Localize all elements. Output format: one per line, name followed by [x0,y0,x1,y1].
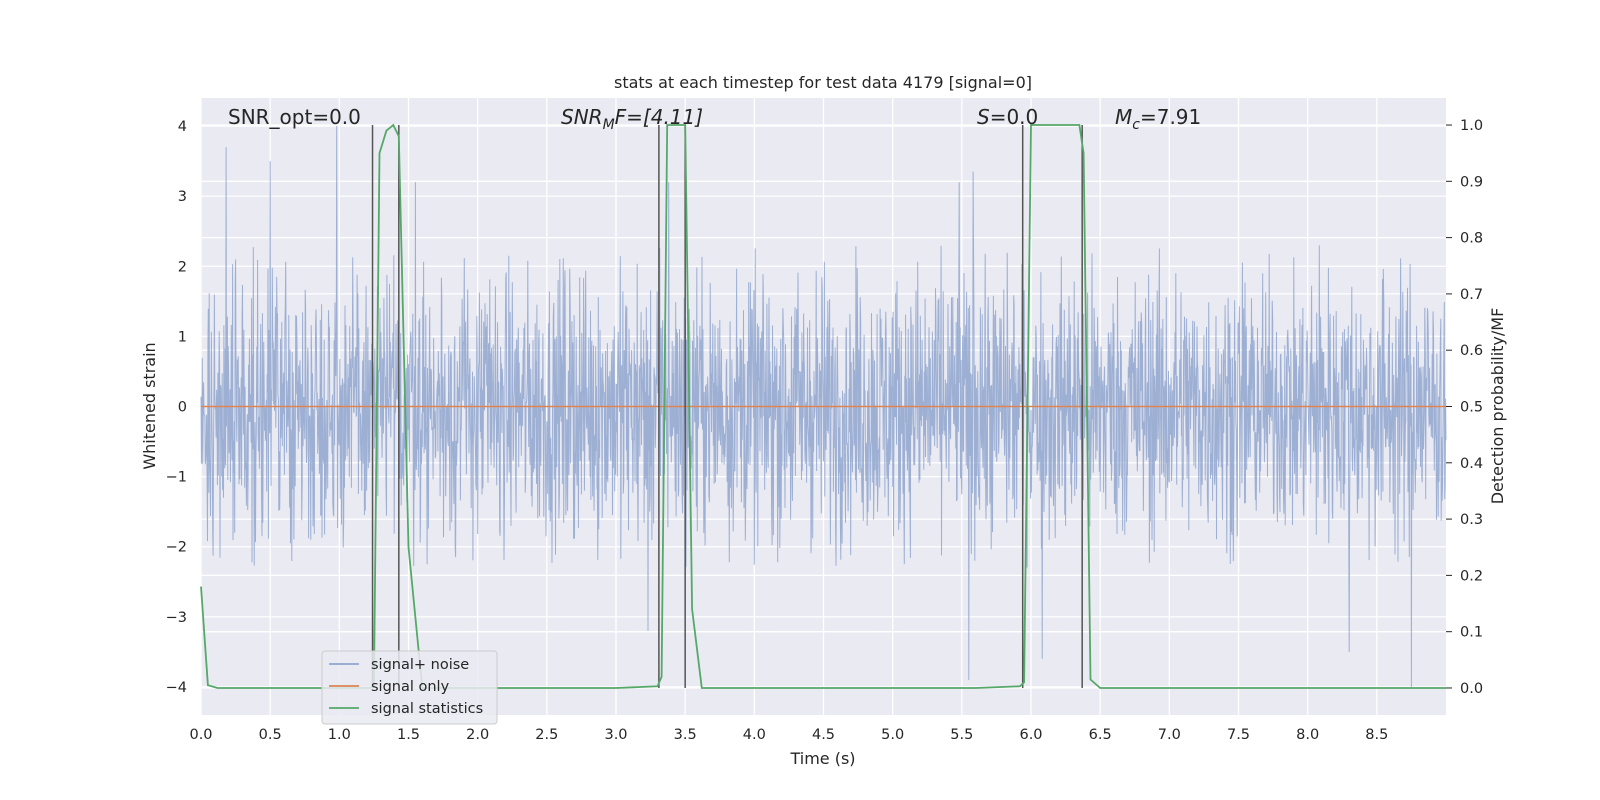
y2-tick-label: 0.5 [1460,400,1483,416]
annotation-snr-mf-tail: F=[4.11] [615,105,703,129]
x-tick-labels: 0.0 0.5 1.0 1.5 2.0 2.5 3.0 3.5 4.0 4.5 5.0 5.5 6.0 6… [189,727,1388,743]
y-tick-label: 3 [178,189,187,205]
x-tick-label: 8.5 [1365,727,1388,743]
x-tick-label: 2.0 [466,727,489,743]
x-axis-label: Time (s) [789,749,855,768]
y-tick-label: −3 [166,610,187,626]
annotation-mc-sub: c [1132,117,1140,133]
x-tick-label: 7.5 [1227,727,1250,743]
y2-tick-label: 0.3 [1460,512,1483,528]
y-tick-label: −2 [166,540,187,556]
x-tick-label: 6.0 [1019,727,1042,743]
y-tick-label: −4 [166,680,187,696]
y2-tick-label: 0.8 [1460,231,1483,247]
signal-noise-line [200,125,1447,688]
legend: signal+ noise signal only signal statist… [321,650,498,725]
x-tick-label: 2.5 [535,727,558,743]
x-tick-label: 3.0 [604,727,627,743]
x-tick-label: 1.5 [397,727,420,743]
vertical-markers [371,125,1083,688]
annotation-s: S=0.0 [977,105,1038,129]
annotation-snr-opt: SNR_opt=0.0 [228,105,361,129]
y2-tick-label: 0.0 [1460,681,1483,697]
x-tick-label: 5.0 [881,727,904,743]
legend-label-signal-statistics: signal statistics [371,701,483,717]
x-tick-label: 0.5 [259,727,282,743]
y2-tick-label: 0.6 [1460,343,1483,359]
y-tick-label: 1 [178,329,187,345]
y2-tick-label: 0.4 [1460,456,1483,472]
annotation-snr-mf-sub: M [603,117,615,133]
y-axis-label: Whitened strain [140,342,159,469]
annotation-mc: Mc=7.91 [1115,105,1201,133]
y2-tick-label: 0.9 [1460,174,1483,190]
legend-label-signal-only: signal only [371,679,450,695]
annotation-snr-mf: SNRMF=[4.11] [561,105,703,133]
x-tick-label: 8.0 [1296,727,1319,743]
annotation-s-main: S [977,105,990,129]
y2-axis-label: Detection probability/MF [1488,308,1507,505]
y2-tick-label: 0.7 [1460,287,1483,303]
annotation-mc-main: M [1115,105,1132,129]
y-tick-label: −1 [166,470,187,486]
annotation-mc-tail: =7.91 [1140,105,1201,129]
x-tick-label: 1.0 [328,727,351,743]
y2-tick-label: 1.0 [1460,118,1483,134]
x-tick-label: 0.0 [189,727,212,743]
y-tick-label: 2 [178,259,187,275]
legend-label-signal-noise: signal+ noise [371,657,469,673]
y2-tick-label: 0.1 [1460,625,1483,641]
y-tick-label: 4 [178,119,187,135]
x-tick-label: 6.5 [1089,727,1112,743]
signal-noise-series [200,125,1447,688]
x-tick-label: 3.5 [674,727,697,743]
y2-tick-label: 0.2 [1460,568,1483,584]
y-tick-labels: −4 −3 −2 −1 0 1 2 3 4 [166,119,187,696]
y-tick-label: 0 [178,400,187,416]
legend-box [321,650,498,725]
chart-title: stats at each timestep for test data 417… [614,73,1032,92]
y2-tick-labels: 0.0 0.1 0.2 0.3 0.4 0.5 0.6 0.7 0.8 0.9 1.0 [1446,118,1483,697]
x-tick-label: 4.5 [812,727,835,743]
annotation-s-tail: =0.0 [990,105,1039,129]
x-tick-label: 5.5 [950,727,973,743]
annotation-snr-mf-main: SNR [561,105,603,129]
x-tick-label: 4.0 [743,727,766,743]
x-tick-label: 7.0 [1158,727,1181,743]
